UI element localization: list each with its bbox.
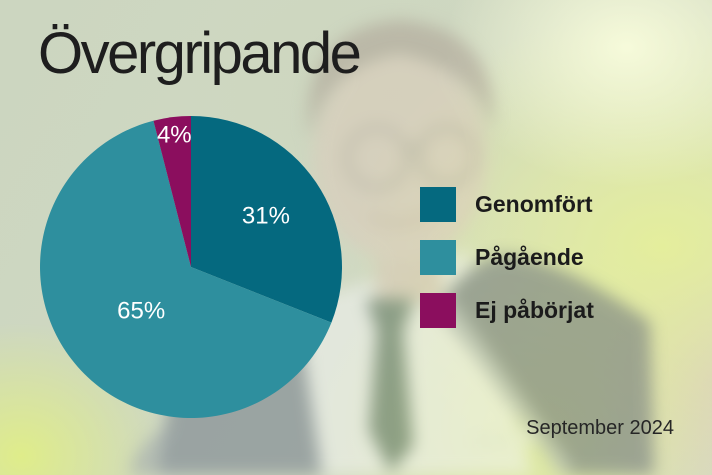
person-pocket-square	[471, 429, 535, 450]
person-tie-knot	[366, 299, 414, 331]
person-hair	[307, 20, 494, 140]
person-suit-right	[437, 255, 654, 475]
legend-label-ej-paborjat: Ej påbörjat	[475, 297, 594, 323]
page-title: Övergripande	[38, 21, 362, 86]
pie-slice-label-1: 65%	[117, 297, 165, 324]
pie-slice-label-2: 4%	[157, 122, 192, 149]
pie-slice-0	[191, 116, 343, 323]
legend-swatch-pagaende	[420, 240, 456, 275]
date-label: September 2024	[526, 417, 674, 439]
person-tie	[369, 331, 413, 473]
legend: Genomfört Pågående Ej påbörjat	[420, 187, 594, 328]
legend-item-pagaende: Pågående	[420, 240, 594, 275]
pie-slice-2	[153, 116, 191, 267]
legend-swatch-ej-paborjat	[420, 293, 456, 328]
legend-label-pagaende: Pågående	[475, 244, 584, 270]
legend-label-genomfort: Genomfört	[475, 191, 593, 217]
legend-item-genomfort: Genomfört	[420, 187, 594, 222]
legend-swatch-genomfort	[420, 187, 456, 222]
legend-item-ej-paborjat: Ej påbörjat	[420, 293, 594, 328]
person-lapel-edge	[437, 299, 574, 475]
pie-slice-1	[40, 120, 332, 418]
pie-slice-label-0: 31%	[242, 203, 290, 230]
person-glasses	[345, 126, 477, 190]
